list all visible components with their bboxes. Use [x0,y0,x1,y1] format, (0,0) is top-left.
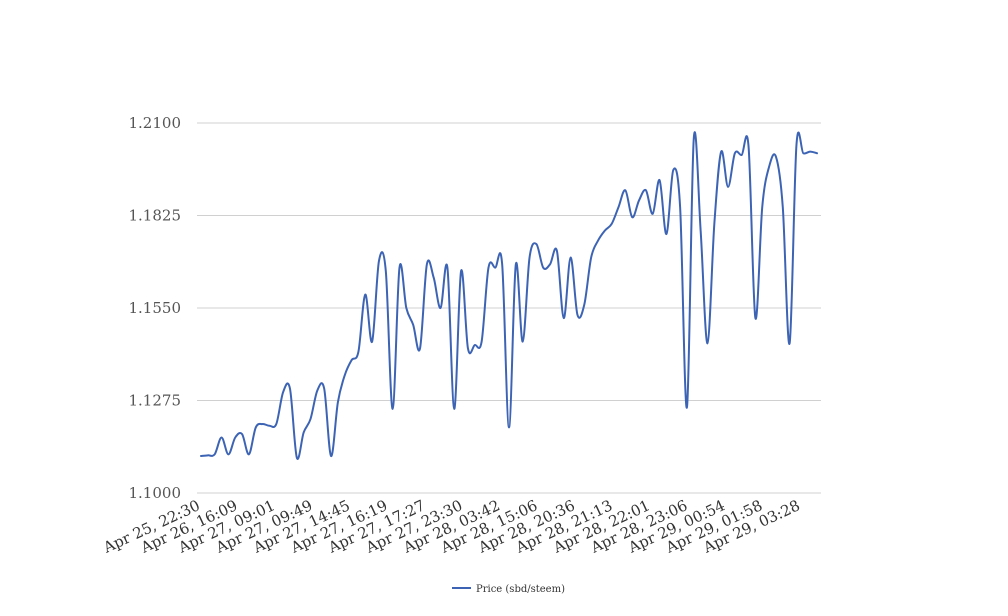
series-line-price [200,131,818,460]
y-tick-label: 1.1825 [129,207,182,225]
y-tick-label: 1.1275 [129,392,182,410]
y-axis-ticks: 1.1000 1.1275 1.1550 1.1825 1.2100 [129,114,182,502]
gridlines [197,122,821,494]
legend-label: Price (sbd/steem) [476,584,565,595]
series-group [200,131,818,460]
legend: Price (sbd/steem) [452,584,565,595]
y-tick-label: 1.1550 [129,299,182,317]
y-tick-label: 1.2100 [129,114,182,132]
y-tick-label: 1.1000 [129,484,182,502]
